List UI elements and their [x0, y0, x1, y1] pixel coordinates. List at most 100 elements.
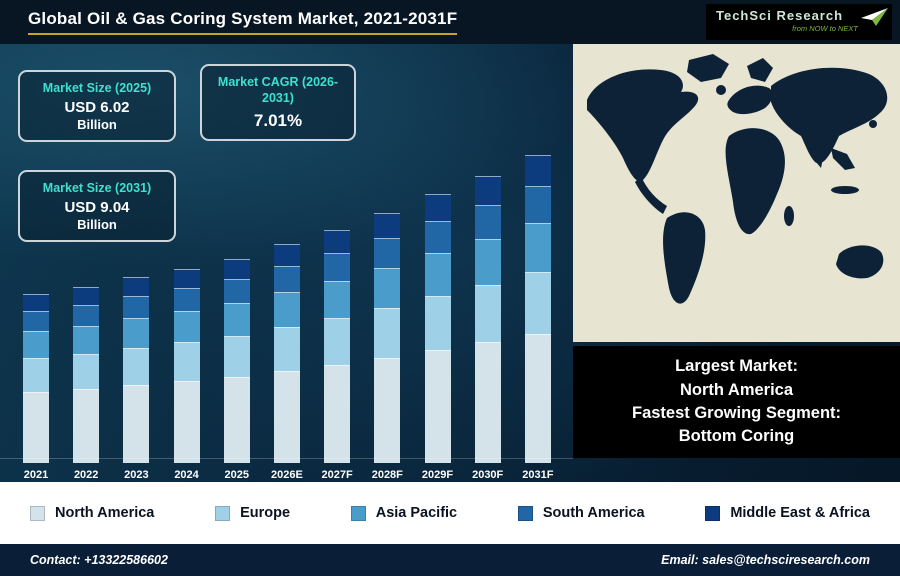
bar-segment [73, 305, 100, 326]
x-axis-label: 2031F [522, 469, 554, 481]
bar-segment [273, 292, 300, 327]
stat-label: Market Size (2025) [42, 81, 152, 95]
legend-item: Middle East & Africa [705, 505, 870, 521]
bar-segment [123, 348, 150, 385]
world-map-svg [573, 44, 900, 342]
bar-segment [374, 268, 401, 308]
page-title: Global Oil & Gas Coring System Market, 2… [28, 9, 458, 35]
bar-segment [223, 279, 250, 303]
bar-segment [173, 288, 200, 311]
bar-segment [73, 354, 100, 389]
bar-segment [324, 281, 351, 318]
map-australia [836, 245, 884, 279]
bar-segment [173, 342, 200, 381]
map-greenland [687, 54, 729, 82]
stat-label: Market CAGR (2026-2031) [217, 75, 339, 106]
logo-name: TechSci Research [716, 8, 844, 23]
header: Global Oil & Gas Coring System Market, 2… [0, 0, 900, 44]
bar-stack [73, 287, 100, 463]
bar-column-2031F: 2031F [516, 155, 560, 482]
stat-unit: Billion [77, 117, 117, 133]
footer: Contact: +13322586602 Email: sales@techs… [0, 544, 900, 576]
bar-column-2028F: 2028F [365, 213, 409, 482]
stat-unit: Billion [77, 217, 117, 233]
legend-swatch [705, 505, 721, 521]
bar-segment [273, 371, 300, 463]
bar-segment [324, 253, 351, 281]
bar-segment [273, 327, 300, 371]
bar-segment [524, 334, 551, 463]
bar-segment [374, 238, 401, 268]
fastest-segment-label: Fastest Growing Segment: [631, 404, 842, 422]
legend-item: Asia Pacific [350, 505, 458, 521]
bar-column-2023: 2023 [114, 277, 158, 482]
x-axis-label: 2028F [371, 469, 403, 481]
legend-label: Middle East & Africa [730, 505, 870, 521]
map-central-america [635, 176, 667, 214]
bar-segment [223, 303, 250, 336]
map-south-america [663, 212, 706, 304]
bar-segment [123, 318, 150, 348]
bar-segment [223, 336, 250, 377]
x-axis-label: 2027F [321, 469, 353, 481]
x-axis-label: 2025 [224, 469, 249, 481]
bar-segment [424, 350, 451, 463]
legend: North America Europe Asia Pacific South Ame… [0, 482, 900, 544]
bar-stack [23, 294, 49, 463]
bar-segment [223, 259, 250, 279]
legend-item: North America [30, 505, 154, 521]
x-axis-label: 2023 [124, 469, 149, 481]
stat-value: USD 6.02 [64, 99, 130, 117]
bar-segment [374, 213, 401, 238]
stat-market-cagr: Market CAGR (2026-2031) 7.01% [200, 64, 356, 141]
map-india [809, 142, 825, 168]
bar-segment [474, 205, 501, 239]
bar-stack [324, 230, 351, 463]
bar-segment [424, 253, 451, 296]
map-madagascar [784, 206, 794, 226]
bar-segment [524, 155, 551, 186]
bar-segment [173, 381, 200, 463]
bar-segment [173, 269, 200, 288]
legend-item: Europe [215, 505, 290, 521]
bar-segment [424, 221, 451, 253]
bar-stack [273, 244, 300, 463]
bar-segment [73, 287, 100, 305]
contact-info: Contact: +13322586602 [30, 553, 168, 567]
bar-stack [374, 213, 401, 463]
bar-segment [223, 377, 250, 463]
legend-label: South America [542, 505, 645, 521]
bar-segment [273, 244, 300, 266]
legend-label: Asia Pacific [375, 505, 458, 521]
bar-segment [23, 294, 49, 311]
map-indonesia [831, 186, 859, 194]
stat-value: USD 9.04 [64, 199, 130, 217]
map-europe [727, 85, 773, 115]
map-southeast-asia [831, 148, 855, 170]
bar-segment [73, 326, 100, 354]
bar-stack [123, 277, 150, 463]
bar-stack [223, 259, 250, 463]
bar-segment [324, 318, 351, 365]
bar-segment [524, 223, 551, 272]
bar-segment [123, 296, 150, 318]
bar-column-2025: 2025 [215, 259, 259, 482]
bar-stack [173, 269, 200, 463]
stacked-bar-chart: 2021 2022 2023 2024 2025 2026E 2027F 2028F 2029F… [14, 44, 560, 482]
bar-segment [374, 308, 401, 358]
bar-segment [123, 277, 150, 296]
largest-market-value: North America [679, 380, 794, 399]
bar-column-2021: 2021 [14, 294, 58, 482]
x-axis-label: 2026E [271, 469, 303, 481]
largest-market-label: Largest Market: [675, 357, 798, 376]
bar-column-2026E: 2026E [265, 244, 309, 482]
bar-column-2024: 2024 [165, 269, 209, 482]
legend-label: North America [55, 505, 155, 521]
map-scandinavia [747, 58, 773, 82]
bar-segment [474, 285, 501, 342]
world-map [573, 44, 900, 342]
map-north-america [587, 69, 699, 182]
bar-segment [123, 385, 150, 463]
bar-segment [23, 392, 49, 463]
legend-swatch [350, 505, 366, 521]
